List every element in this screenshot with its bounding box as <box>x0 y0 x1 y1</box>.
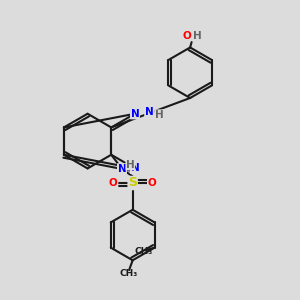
Text: H: H <box>193 31 202 40</box>
Text: S: S <box>128 176 137 190</box>
Text: O: O <box>148 178 156 188</box>
Text: CH₃: CH₃ <box>120 269 138 278</box>
Text: H: H <box>126 160 135 170</box>
Text: N: N <box>118 164 126 174</box>
Text: N: N <box>130 164 139 173</box>
Text: O: O <box>182 31 191 40</box>
Text: H: H <box>154 110 164 120</box>
Text: O: O <box>109 178 118 188</box>
Text: N: N <box>130 109 139 119</box>
Text: N: N <box>145 107 154 117</box>
Text: CH₃: CH₃ <box>134 247 152 256</box>
